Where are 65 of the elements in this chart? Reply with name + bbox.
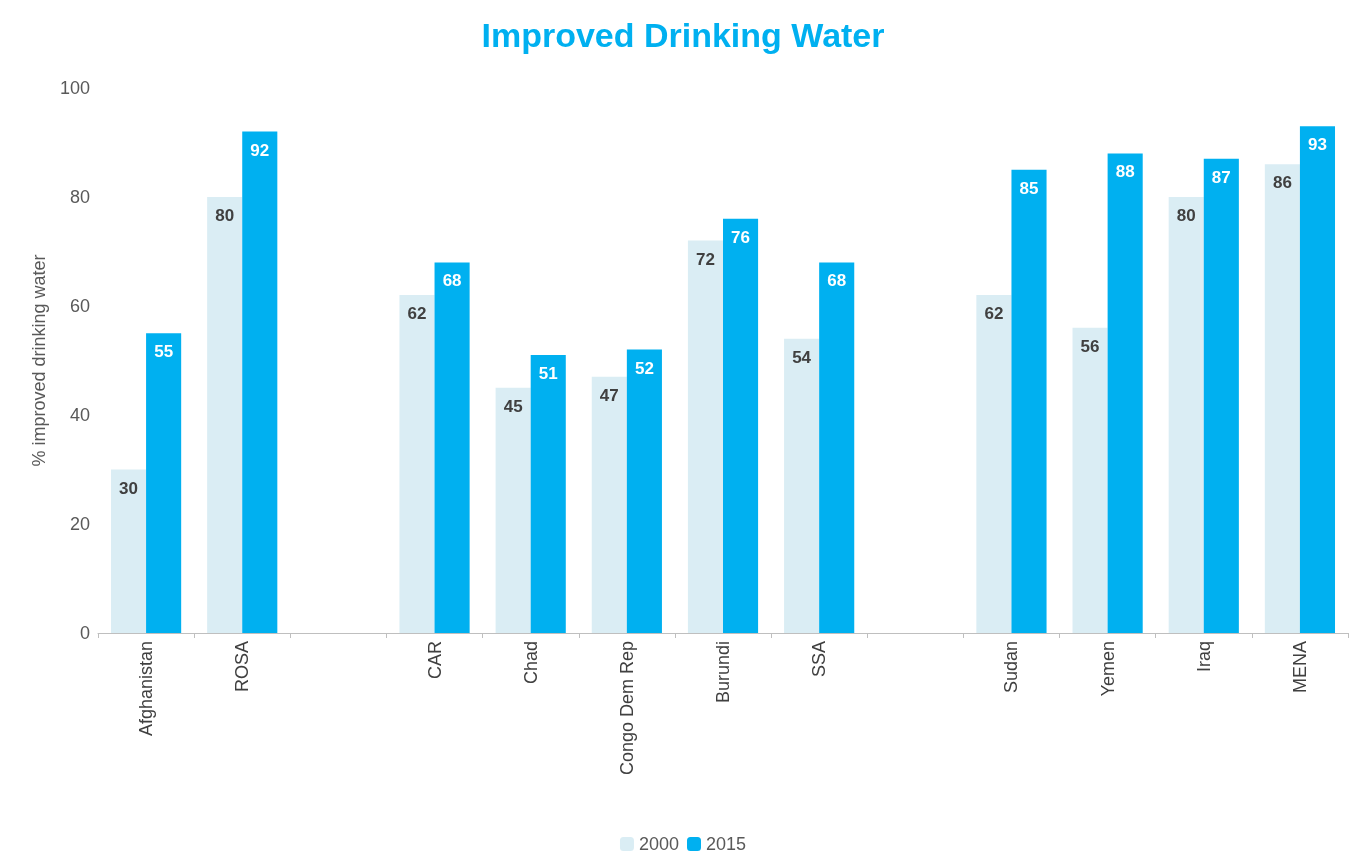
data-label: 72 xyxy=(695,249,715,269)
y-axis-title: % improved drinking water xyxy=(29,254,49,467)
bar xyxy=(399,295,435,633)
data-label: 54 xyxy=(792,347,812,367)
y-tick-label: 60 xyxy=(69,296,90,316)
chart-title: Improved Drinking Water xyxy=(481,16,885,54)
bar xyxy=(207,197,243,633)
data-label: 86 xyxy=(1272,173,1292,193)
y-tick-label: 40 xyxy=(69,405,90,425)
data-label: 51 xyxy=(538,364,558,384)
bar xyxy=(1264,164,1300,633)
data-label: 85 xyxy=(1019,178,1039,198)
x-tick-label: Afghanistan xyxy=(136,641,157,737)
data-label: 88 xyxy=(1115,162,1135,182)
bar xyxy=(723,218,759,633)
bar xyxy=(146,333,182,633)
bar xyxy=(687,240,723,633)
data-label: 80 xyxy=(215,206,235,225)
bar xyxy=(784,338,820,633)
bar xyxy=(1203,158,1239,633)
data-label: 62 xyxy=(407,304,427,324)
data-label: 87 xyxy=(1211,167,1231,187)
y-tick-label: 80 xyxy=(69,187,90,207)
y-tick-label: 100 xyxy=(59,78,90,98)
x-tick-label: MENA xyxy=(1289,641,1310,694)
bar xyxy=(1072,327,1108,633)
data-label: 76 xyxy=(731,227,751,247)
data-label: 62 xyxy=(984,304,1004,324)
bar xyxy=(626,349,662,633)
x-tick-label: Yemen xyxy=(1097,641,1118,697)
y-tick-label: 20 xyxy=(69,514,90,534)
x-tick-label: Chad xyxy=(520,641,541,685)
data-label: 30 xyxy=(119,478,138,498)
data-label: 68 xyxy=(442,271,462,291)
data-label: 47 xyxy=(599,385,619,405)
x-tick-label: SSA xyxy=(809,641,830,678)
bar xyxy=(1107,153,1143,633)
data-label: 93 xyxy=(1308,135,1327,155)
data-label: 52 xyxy=(634,358,654,378)
data-label: 68 xyxy=(827,271,847,291)
data-label: 45 xyxy=(503,396,523,416)
bar xyxy=(434,262,470,633)
x-tick-label: Congo Dem Rep xyxy=(616,641,637,776)
bar xyxy=(530,355,566,633)
data-label: 56 xyxy=(1080,336,1100,356)
bar xyxy=(819,262,855,633)
data-label: 92 xyxy=(250,140,270,160)
x-tick-label: CAR xyxy=(424,641,445,680)
x-tick-label: Sudan xyxy=(1001,641,1022,694)
bar xyxy=(110,469,147,633)
legend-label: 2000 xyxy=(638,834,679,854)
y-tick-label: 0 xyxy=(79,623,90,643)
bar xyxy=(1299,126,1336,633)
bar xyxy=(495,387,531,633)
data-label: 55 xyxy=(154,342,174,362)
bar xyxy=(591,376,627,633)
x-tick-label: Iraq xyxy=(1193,641,1214,673)
data-label: 80 xyxy=(1176,206,1196,225)
bar xyxy=(242,131,278,633)
legend-label: 2015 xyxy=(706,834,747,854)
bar xyxy=(1011,169,1047,633)
bar xyxy=(1168,197,1204,633)
bar xyxy=(976,295,1012,633)
x-tick-label: ROSA xyxy=(232,641,253,693)
x-tick-label: Burundi xyxy=(713,641,733,704)
